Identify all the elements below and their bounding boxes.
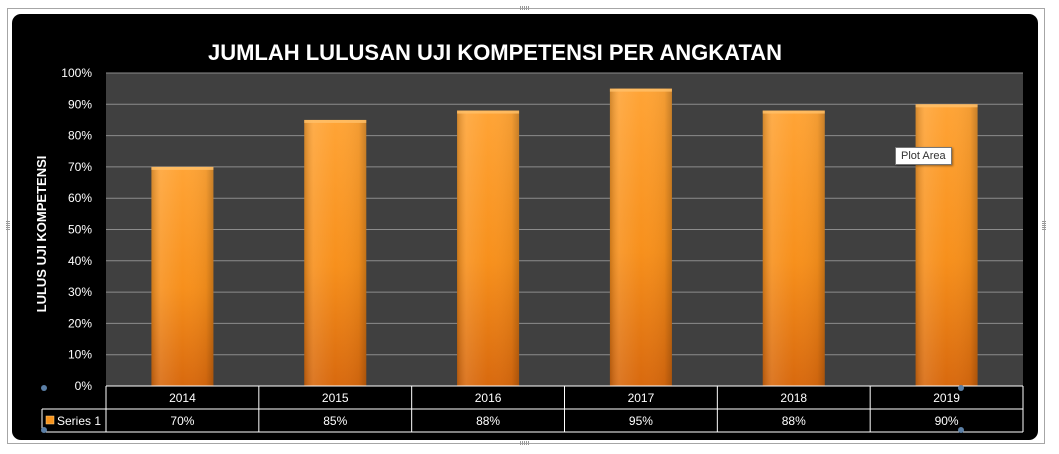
bar-top-highlight	[762, 110, 825, 114]
bar-top-highlight	[457, 110, 520, 114]
bar-shade	[762, 110, 825, 386]
legend-series-name: Series 1	[57, 414, 101, 428]
data-table-value: 95%	[629, 414, 653, 428]
y-tick-label: 40%	[68, 254, 92, 268]
x-category-label: 2015	[322, 391, 349, 405]
data-table-value: 90%	[935, 414, 959, 428]
chart-title: JUMLAH LULUSAN UJI KOMPETENSI PER ANGKAT…	[208, 40, 782, 65]
y-tick-label: 0%	[75, 379, 93, 393]
resize-handle-top[interactable]	[520, 6, 530, 10]
y-tick-label: 30%	[68, 285, 92, 299]
selection-handle[interactable]	[41, 385, 47, 391]
y-tick-label: 70%	[68, 160, 92, 174]
data-table-value: 88%	[782, 414, 806, 428]
y-tick-label: 10%	[68, 348, 92, 362]
x-category-label: 2019	[933, 391, 960, 405]
chart-svg[interactable]: JUMLAH LULUSAN UJI KOMPETENSI PER ANGKAT…	[12, 14, 1038, 440]
bar-shade	[457, 110, 520, 386]
bar-top-highlight	[609, 88, 672, 92]
resize-handle-bottom[interactable]	[520, 441, 530, 445]
y-tick-label: 100%	[61, 66, 92, 80]
y-tick-label: 20%	[68, 316, 92, 330]
y-tick-label: 50%	[68, 223, 92, 237]
selection-handle[interactable]	[958, 385, 964, 391]
bar-shade	[151, 166, 214, 386]
resize-handle-right[interactable]	[1042, 220, 1046, 230]
selection-handle[interactable]	[41, 427, 47, 433]
x-category-label: 2018	[780, 391, 807, 405]
y-axis-label: LULUS UJI KOMPETENSI	[34, 156, 49, 313]
x-category-label: 2016	[475, 391, 502, 405]
data-table-value: 85%	[323, 414, 347, 428]
bar-top-highlight	[151, 166, 214, 170]
resize-handle-left[interactable]	[6, 220, 10, 230]
y-tick-label: 60%	[68, 191, 92, 205]
y-tick-label: 90%	[68, 97, 92, 111]
data-table-value: 70%	[170, 414, 194, 428]
legend-swatch	[45, 415, 55, 425]
bar-shade	[304, 119, 367, 386]
selection-handle[interactable]	[958, 427, 964, 433]
x-category-label: 2014	[169, 391, 196, 405]
y-tick-label: 80%	[68, 129, 92, 143]
data-table-value: 88%	[476, 414, 500, 428]
bar-top-highlight	[915, 104, 978, 108]
bar-shade	[609, 88, 672, 387]
chart-area[interactable]: JUMLAH LULUSAN UJI KOMPETENSI PER ANGKAT…	[12, 14, 1038, 440]
plot-area-tooltip: Plot Area	[895, 147, 952, 165]
x-category-label: 2017	[628, 391, 655, 405]
bar-top-highlight	[304, 119, 367, 123]
